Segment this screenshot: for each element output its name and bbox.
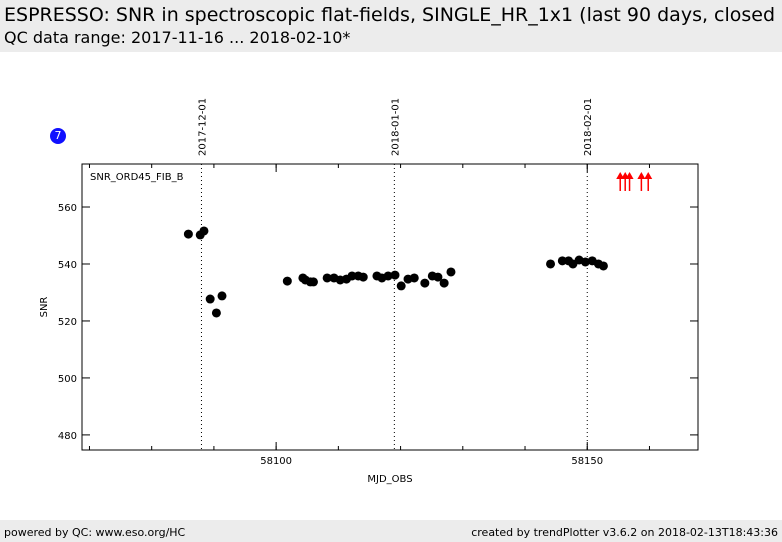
y-tick-label: 520 — [58, 317, 77, 328]
data-point — [557, 256, 567, 266]
data-point — [580, 257, 590, 267]
data-point — [598, 261, 608, 271]
footer-powered-by[interactable]: powered by QC: www.eso.org/HC — [4, 526, 186, 539]
chart-title: SNR_ORD45_FIB_B — [90, 172, 184, 183]
x-axis-label: MJD_OBS — [367, 474, 412, 485]
x-tick-label: 58100 — [260, 456, 292, 467]
plot-frame — [81, 163, 699, 451]
y-axis-label: SNR — [39, 297, 50, 318]
data-point — [446, 267, 456, 277]
x-tick-label: 58150 — [571, 456, 603, 467]
count-badge: 7 — [50, 128, 66, 144]
footer: powered by QC: www.eso.org/HC created by… — [0, 520, 782, 542]
data-point — [308, 277, 318, 287]
header: ESPRESSO: SNR in spectroscopic flat-fiel… — [0, 0, 782, 52]
y-tick-label: 540 — [58, 260, 77, 271]
data-point — [282, 276, 292, 286]
y-tick-label: 560 — [58, 203, 77, 214]
page-title: ESPRESSO: SNR in spectroscopic flat-fiel… — [4, 4, 776, 26]
date-marker-label: 2018-02-01 — [583, 98, 594, 156]
data-range: QC data range: 2017-11-16 ... 2018-02-10… — [4, 28, 351, 47]
data-point — [433, 272, 443, 282]
out-of-range-arrowhead — [637, 172, 646, 179]
date-marker-label: 2018-01-01 — [390, 98, 401, 156]
data-point — [390, 270, 400, 280]
data-point — [199, 226, 209, 236]
data-point — [420, 278, 430, 288]
data-point — [322, 273, 332, 283]
data-point — [217, 291, 227, 301]
out-of-range-arrowhead — [625, 172, 634, 179]
data-point — [183, 229, 193, 239]
out-of-range-arrowhead — [644, 172, 653, 179]
data-point — [205, 294, 215, 304]
data-point — [439, 278, 449, 288]
y-tick-label: 480 — [58, 431, 77, 442]
data-point — [396, 281, 406, 291]
date-marker-label: 2017-12-01 — [197, 98, 208, 156]
data-point — [409, 273, 419, 283]
footer-created-by: created by trendPlotter v3.6.2 on 2018-0… — [471, 526, 778, 539]
y-tick-label: 500 — [58, 374, 77, 385]
data-point — [383, 271, 393, 281]
data-point — [347, 271, 357, 281]
data-point — [211, 308, 221, 318]
data-point — [358, 272, 368, 282]
data-point — [546, 259, 556, 269]
